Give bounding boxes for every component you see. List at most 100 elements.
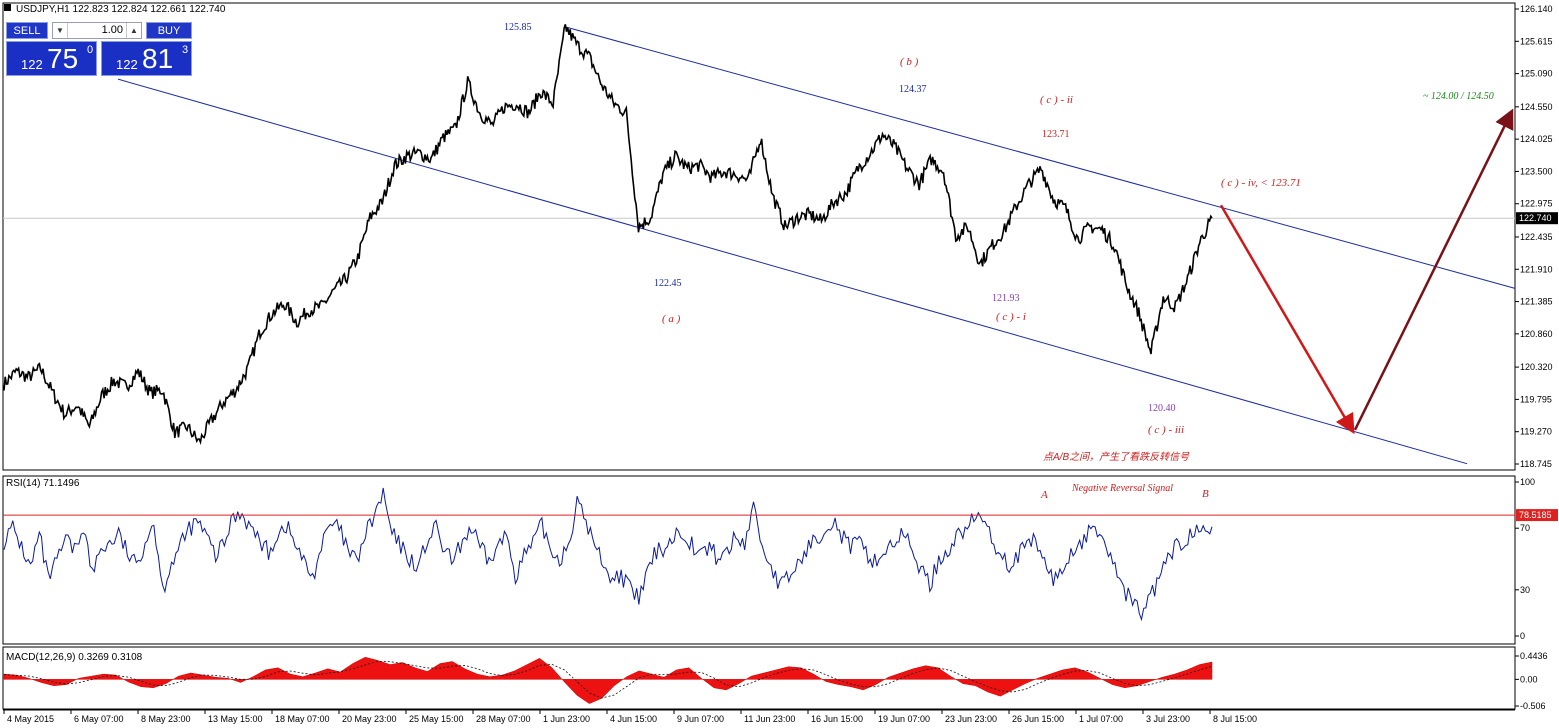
buy-price-fraction: 3 <box>182 44 189 56</box>
lot-decrease-icon[interactable]: ▼ <box>53 23 68 38</box>
time-tick-label: 11 Jun 23:00 <box>744 714 795 724</box>
lot-size-field[interactable]: ▼ 1.00 ▲ <box>52 22 142 39</box>
rsi-tick-label: 0 <box>1520 631 1525 641</box>
price-tick-label: 123.500 <box>1520 166 1553 176</box>
time-tick-label: 8 Jul 15:00 <box>1213 714 1257 724</box>
price-tick-label: 125.615 <box>1520 36 1553 46</box>
price-label: 121.93 <box>992 293 1020 304</box>
sell-button[interactable]: SELL <box>6 22 48 39</box>
buy-button[interactable]: BUY <box>146 22 192 39</box>
rsi-axis: 100 70 30 0 <box>1515 477 1535 641</box>
macd-histogram-area <box>3 656 1213 704</box>
price-channel <box>117 26 1516 465</box>
price-tick-label: 122.435 <box>1520 232 1553 242</box>
price-tick-label: 121.385 <box>1520 297 1553 307</box>
time-tick-label: 4 May 2015 <box>7 714 54 724</box>
time-tick-label: 1 Jul 07:00 <box>1079 714 1123 724</box>
macd-signal-line <box>3 660 1213 699</box>
price-tick-label: 122.975 <box>1520 199 1553 209</box>
wave-label: ( c ) - i <box>996 311 1026 323</box>
price-label: 124.37 <box>899 84 927 95</box>
time-tick-label: 28 May 07:00 <box>476 714 531 724</box>
time-tick-label: 20 May 23:00 <box>342 714 397 724</box>
wave-label: ( c ) - iii <box>1148 424 1184 436</box>
rsi-signal-label: Negative Reversal Signal <box>1071 483 1173 494</box>
time-tick-label: 1 Jun 23:00 <box>543 714 590 724</box>
rsi-line <box>3 487 1213 622</box>
price-tick-label: 124.025 <box>1520 134 1553 144</box>
price-label: 122.45 <box>654 278 682 289</box>
time-tick-label: 8 May 23:00 <box>141 714 191 724</box>
rsi-level-tag-label: 78.5185 <box>1519 510 1552 520</box>
sell-price-fraction: 0 <box>87 44 94 56</box>
price-tick-label: 120.320 <box>1520 362 1553 372</box>
price-axis: 126.140 125.615 125.090 124.550 124.025 123.5… <box>1515 4 1553 469</box>
macd-tick-label: -0.506 <box>1520 701 1546 711</box>
rsi-label-a: A <box>1040 489 1048 501</box>
rsi-header: RSI(14) 71.1496 <box>6 478 80 489</box>
current-price-tag: 122.740 <box>1516 212 1558 225</box>
lot-increase-icon[interactable]: ▲ <box>126 23 141 38</box>
price-label: 123.71 <box>1042 129 1070 140</box>
macd-tick-label: 0.00 <box>1520 674 1538 684</box>
price-tick-label: 125.090 <box>1520 69 1553 79</box>
price-label: 125.85 <box>504 22 532 33</box>
pane-frames <box>2 2 1516 711</box>
time-tick-label: 9 Jun 07:00 <box>677 714 724 724</box>
time-tick-label: 16 Jun 15:00 <box>811 714 863 724</box>
price-tick-label: 119.795 <box>1520 394 1552 404</box>
sell-price-button[interactable]: 122 75 0 <box>6 41 97 76</box>
rsi-level-line: 78.5185 <box>3 509 1558 522</box>
macd-header: MACD(12,26,9) 0.3269 0.3108 <box>6 652 143 663</box>
lot-size-value[interactable]: 1.00 <box>101 24 123 36</box>
pane-frame <box>2 646 1516 710</box>
current-price-tag-bg <box>1516 212 1558 225</box>
time-tick-label: 19 Jun 07:00 <box>878 714 930 724</box>
time-tick-label: 13 May 15:00 <box>208 714 263 724</box>
time-tick-label: 3 Jul 23:00 <box>1146 714 1190 724</box>
rsi-label-b: B <box>1202 488 1209 500</box>
rsi-tick-label: 30 <box>1520 585 1530 595</box>
price-tick-label: 118.745 <box>1520 459 1552 469</box>
buy-price-pips: 81 <box>142 43 174 74</box>
wave-label: ( c ) - ii <box>1040 94 1073 106</box>
time-tick-label: 26 Jun 15:00 <box>1012 714 1064 724</box>
price-series-line <box>3 24 1213 446</box>
projection-down-arrow <box>1219 204 1355 435</box>
macd-tick-label: 0.4436 <box>1520 651 1548 661</box>
wave-label: ( a ) <box>662 313 681 325</box>
buy-price-button[interactable]: 122 81 3 <box>101 41 192 76</box>
price-labels: 125.85 124.37 123.71 122.45 121.93 120.40 ( b … <box>504 22 1494 463</box>
pane-frame <box>2 2 1516 471</box>
macd-axis: 0.4436 0.00 -0.506 <box>1515 651 1548 711</box>
rsi-tick-label: 70 <box>1520 523 1530 533</box>
one-click-trade-panel: SELL ▼ 1.00 ▲ BUY 122 75 0 122 81 3 <box>6 22 194 76</box>
price-tick-label: 126.140 <box>1520 4 1553 14</box>
time-tick-label: 6 May 07:00 <box>74 714 124 724</box>
price-tick-label: 121.910 <box>1520 264 1553 274</box>
wave-label: ( c ) - iv, < 123.71 <box>1221 177 1301 189</box>
rsi-level-tag-bg <box>1516 509 1558 522</box>
price-tick-label: 119.270 <box>1520 427 1552 437</box>
rsi-tick-label: 100 <box>1520 477 1535 487</box>
chinese-note: 点A/B之间，产生了看跌反转信号 <box>1043 451 1190 463</box>
projection-up-arrow <box>1353 108 1514 431</box>
time-tick-label: 23 Jun 23:00 <box>945 714 997 724</box>
price-tick-label: 124.550 <box>1520 102 1553 112</box>
time-tick-label: 4 Jun 15:00 <box>610 714 657 724</box>
symbol-header: USDJPY,H1 122.823 122.824 122.661 122.74… <box>16 4 226 15</box>
price-label: 120.40 <box>1148 403 1176 414</box>
pane-frame <box>2 475 1516 645</box>
sell-price-pips: 75 <box>47 43 79 74</box>
projection-arrows <box>1219 108 1514 435</box>
time-axis: 4 May 2015 6 May 07:00 8 May 23:00 13 May 1… <box>3 710 1257 724</box>
wave-label: ( b ) <box>900 56 919 68</box>
target-label: ~ 124.00 / 124.50 <box>1423 91 1494 102</box>
time-tick-label: 18 May 07:00 <box>275 714 330 724</box>
current-price-tag-label: 122.740 <box>1519 213 1552 223</box>
price-tick-label: 120.860 <box>1520 329 1553 339</box>
symbol-header-icon <box>4 4 11 11</box>
channel-upper-line <box>565 26 1516 289</box>
channel-lower-line <box>117 78 1468 465</box>
